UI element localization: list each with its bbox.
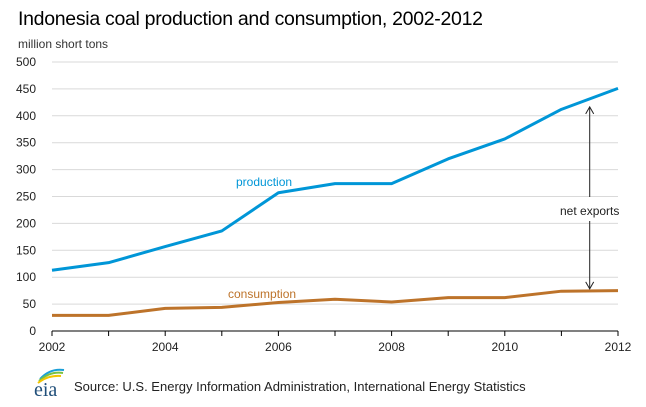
- footer: eia Source: U.S. Energy Information Admi…: [32, 366, 526, 401]
- y-tick-label-250: 250: [16, 190, 36, 204]
- y-tick-label-350: 350: [16, 136, 36, 150]
- series-line-consumption: [52, 289, 619, 317]
- gridlines: [52, 61, 618, 305]
- y-tick-label-100: 100: [16, 270, 36, 284]
- series-lines: [51, 86, 619, 317]
- x-axis: 2002 2004 2006 2008 2010 2012: [39, 330, 632, 354]
- y-tick-label-400: 400: [16, 109, 36, 123]
- y-axis-ticks: 0 50 100 150 200 250 300 350 400 450 500: [16, 55, 36, 338]
- chart-title: Indonesia coal production and consumptio…: [18, 8, 483, 30]
- y-tick-label-0: 0: [29, 324, 36, 338]
- y-tick-label-200: 200: [16, 216, 36, 230]
- arrowhead-down-icon: [585, 281, 595, 290]
- series-label-consumption: consumption: [228, 287, 296, 301]
- x-tick-label-2012: 2012: [605, 340, 632, 354]
- y-tick-label-300: 300: [16, 163, 36, 177]
- net-exports-annotation: net exports: [560, 105, 619, 290]
- net-exports-label: net exports: [560, 204, 619, 218]
- series-label-production: production: [236, 175, 292, 189]
- y-axis-unit-label: million short tons: [18, 37, 109, 51]
- x-tick-label-2006: 2006: [265, 340, 292, 354]
- arrowhead-up-icon: [585, 105, 595, 115]
- eia-logo-text: eia: [34, 379, 57, 398]
- y-tick-label-450: 450: [16, 82, 36, 96]
- x-tick-label-2002: 2002: [39, 340, 66, 354]
- x-tick-label-2008: 2008: [378, 340, 405, 354]
- x-tick-label-2004: 2004: [152, 340, 179, 354]
- y-tick-label-500: 500: [16, 55, 36, 69]
- source-note: Source: U.S. Energy Information Administ…: [74, 378, 526, 394]
- x-tick-label-2010: 2010: [491, 340, 518, 354]
- series-labels: production consumption: [228, 175, 296, 301]
- eia-logo-icon: eia: [32, 366, 66, 401]
- y-tick-label-50: 50: [23, 297, 37, 311]
- y-tick-label-150: 150: [16, 243, 36, 257]
